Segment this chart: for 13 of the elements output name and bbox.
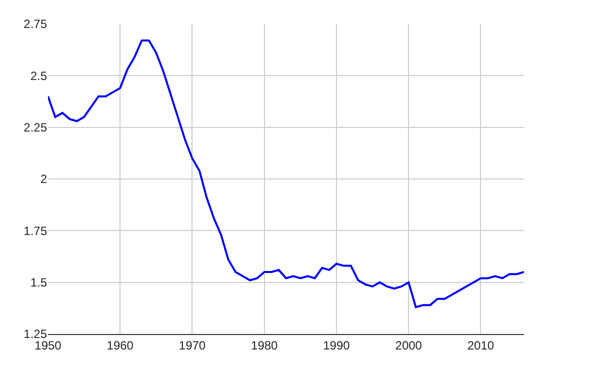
x-tick-label: 2000	[395, 338, 422, 352]
y-tick-label: 2	[40, 172, 48, 186]
y-tick-label: 1.75	[24, 224, 48, 238]
x-tick-label: 1970	[178, 338, 206, 352]
y-tick-label: 2.75	[24, 17, 48, 32]
x-tick-label: 1990	[323, 338, 350, 352]
line-series	[48, 40, 524, 308]
x-tick-label: 1960	[106, 338, 134, 352]
x-tick-label: 2010	[467, 338, 494, 352]
y-tick-label: 2.25	[24, 120, 48, 135]
y-tick-label: 1.5	[30, 276, 48, 290]
y-tick-label: 2.5	[30, 68, 48, 83]
x-tick-label: 1980	[251, 338, 278, 352]
